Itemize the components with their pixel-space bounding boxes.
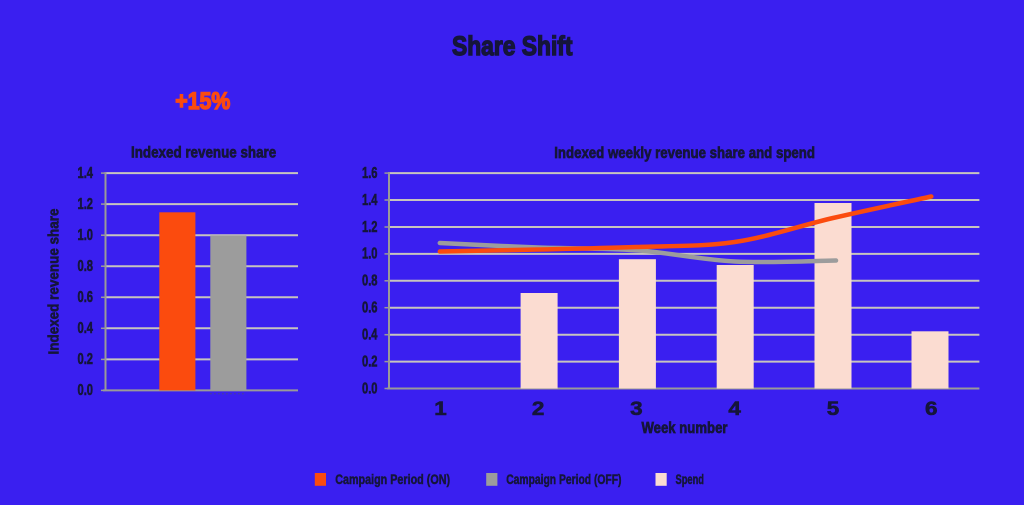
svg-text:0.6: 0.6 (362, 300, 378, 317)
svg-text:Campaign Period (OFF): Campaign Period (OFF) (506, 472, 621, 487)
svg-text:1.4: 1.4 (78, 165, 94, 182)
svg-text:0.6: 0.6 (78, 289, 94, 306)
svg-text:Share Shift: Share Shift (452, 31, 573, 61)
svg-text:6: 6 (925, 399, 938, 420)
svg-text:1.4: 1.4 (362, 192, 378, 209)
svg-text:2: 2 (532, 399, 545, 420)
svg-text:0.4: 0.4 (362, 327, 378, 344)
svg-text:+15%: +15% (175, 88, 230, 115)
svg-text:1: 1 (434, 399, 447, 420)
svg-text:0.0: 0.0 (78, 382, 94, 399)
svg-text:0.0: 0.0 (362, 380, 378, 397)
svg-text:0.2: 0.2 (78, 351, 94, 368)
svg-text:1.0: 1.0 (78, 227, 94, 244)
svg-text:0.8: 0.8 (78, 258, 94, 275)
svg-text:Week number: Week number (642, 420, 728, 437)
svg-text:1.2: 1.2 (78, 196, 94, 213)
svg-text:Indexed revenue share: Indexed revenue share (131, 145, 276, 162)
svg-text:0.2: 0.2 (362, 353, 378, 370)
svg-text:0.4: 0.4 (78, 320, 94, 337)
svg-text:5: 5 (827, 399, 840, 420)
svg-text:Spend: Spend (676, 472, 705, 487)
svg-text:4: 4 (728, 399, 741, 420)
svg-text:1.2: 1.2 (362, 219, 378, 236)
svg-text:3: 3 (630, 399, 643, 420)
svg-text:1.6: 1.6 (362, 165, 378, 182)
svg-text:Indexed revenue share: Indexed revenue share (46, 209, 63, 355)
svg-text:Indexed weekly revenue share a: Indexed weekly revenue share and spend (554, 145, 815, 162)
svg-text:1.0: 1.0 (362, 246, 378, 263)
svg-text:Campaign Period (ON): Campaign Period (ON) (335, 472, 450, 487)
svg-text:0.8: 0.8 (362, 273, 378, 290)
